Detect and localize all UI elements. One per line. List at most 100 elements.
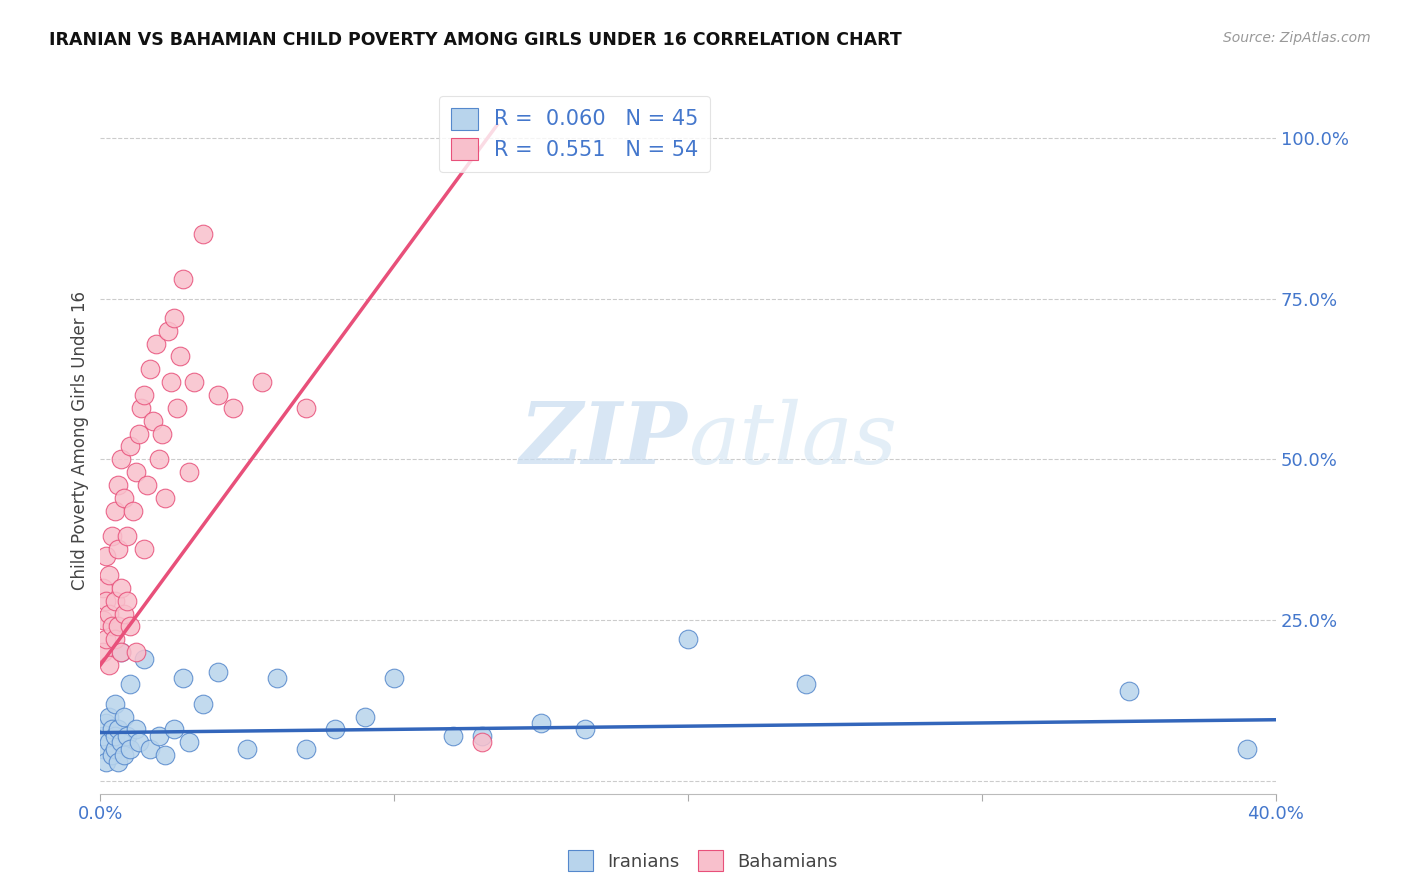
Point [207,388,229,402]
Point [177,465,200,479]
Point [118,677,141,691]
Point [169,350,191,364]
Point [91,729,114,743]
Point [128,735,150,749]
Point [266,671,288,685]
Text: ZIP: ZIP [520,398,688,482]
Point [98,709,121,723]
Point [104,594,127,608]
Point [325,723,347,737]
Point [163,723,186,737]
Point [441,729,464,743]
Point [110,735,132,749]
Point [101,748,124,763]
Point [382,671,405,685]
Point [221,401,243,415]
Point [153,491,176,505]
Point [104,504,127,518]
Legend: Iranians, Bahamians: Iranians, Bahamians [561,843,845,879]
Point [107,755,129,769]
Point [163,310,186,325]
Point [101,723,124,737]
Text: atlas: atlas [688,399,897,482]
Point [148,452,170,467]
Point [107,619,129,633]
Point [110,645,132,659]
Point [110,452,132,467]
Point [295,741,318,756]
Point [118,440,141,454]
Point [471,735,494,749]
Point [250,375,273,389]
Point [160,375,183,389]
Point [91,613,114,627]
Point [131,401,153,415]
Point [676,632,699,647]
Point [134,651,156,665]
Point [145,336,167,351]
Point [91,581,114,595]
Point [110,581,132,595]
Point [96,594,118,608]
Point [115,594,138,608]
Point [115,529,138,543]
Point [98,607,121,621]
Point [118,741,141,756]
Point [142,414,165,428]
Point [96,755,118,769]
Point [101,529,124,543]
Point [193,227,215,242]
Point [96,632,118,647]
Point [98,568,121,582]
Point [172,671,194,685]
Point [150,426,173,441]
Point [91,741,114,756]
Point [166,401,188,415]
Point [121,504,143,518]
Point [177,735,200,749]
Point [471,729,494,743]
Point [207,665,229,679]
Point [1236,741,1258,756]
Point [107,542,129,557]
Point [193,697,215,711]
Point [112,748,135,763]
Point [172,272,194,286]
Point [139,362,162,376]
Point [96,549,118,563]
Point [530,715,553,730]
Point [112,491,135,505]
Point [794,677,817,691]
Point [107,478,129,492]
Text: IRANIAN VS BAHAMIAN CHILD POVERTY AMONG GIRLS UNDER 16 CORRELATION CHART: IRANIAN VS BAHAMIAN CHILD POVERTY AMONG … [49,31,903,49]
Point [104,697,127,711]
Point [1118,683,1140,698]
Point [136,478,159,492]
Point [124,723,146,737]
Point [354,709,377,723]
Legend: R =  0.060   N = 45, R =  0.551   N = 54: R = 0.060 N = 45, R = 0.551 N = 54 [439,96,710,172]
Point [124,465,146,479]
Point [134,542,156,557]
Point [148,729,170,743]
Point [124,645,146,659]
Point [112,709,135,723]
Point [236,741,259,756]
Point [104,741,127,756]
Point [139,741,162,756]
Point [574,723,596,737]
Point [118,619,141,633]
Point [295,401,318,415]
Point [128,426,150,441]
Point [104,632,127,647]
Point [112,607,135,621]
Point [104,729,127,743]
Point [98,658,121,673]
Point [156,324,179,338]
Point [91,645,114,659]
Point [110,645,132,659]
Text: Source: ZipAtlas.com: Source: ZipAtlas.com [1223,31,1371,45]
Point [107,723,129,737]
Point [153,748,176,763]
Point [183,375,205,389]
